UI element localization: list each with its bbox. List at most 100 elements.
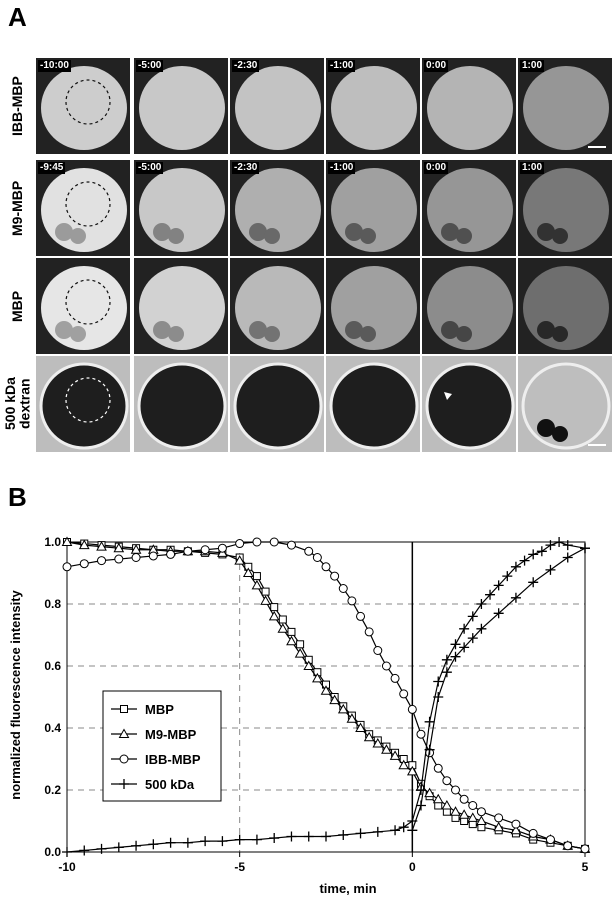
micrograph-tile: -5:00 — [134, 160, 228, 256]
plus-marker — [485, 589, 496, 600]
circle-marker — [563, 841, 573, 851]
micrograph-tile: -10:00 — [36, 58, 130, 154]
plus-marker — [415, 785, 426, 795]
triangle-marker — [363, 731, 375, 742]
triangle-marker — [346, 713, 358, 723]
micrograph-tile — [422, 356, 516, 452]
legend-label: 500 kDa — [145, 777, 195, 792]
circle-marker — [356, 611, 366, 621]
circle-marker — [183, 546, 193, 556]
timestamp-label: 1:00 — [520, 60, 545, 72]
plus-marker — [415, 800, 426, 811]
triangle-marker — [268, 610, 280, 621]
triangle-marker — [493, 821, 505, 832]
plus-marker — [424, 744, 435, 755]
triangle-marker — [441, 799, 453, 810]
square-marker — [296, 640, 305, 649]
circle-marker — [269, 537, 279, 547]
circle-marker — [304, 546, 314, 556]
plus-marker — [62, 847, 72, 857]
y-tick-label: 0.4 — [44, 721, 61, 735]
micrograph-tile — [36, 356, 130, 452]
series-line — [411, 547, 586, 831]
square-marker — [287, 627, 296, 636]
plus-marker — [476, 599, 487, 609]
plus-marker — [303, 831, 314, 842]
circle-marker — [97, 556, 107, 566]
plus-marker — [398, 822, 409, 833]
legend-label: M9-MBP — [145, 727, 197, 742]
timestamp-label: -1:00 — [328, 60, 356, 72]
plus-marker — [580, 543, 590, 554]
triangle-marker — [96, 541, 107, 551]
micrograph-tile: 0:00 — [422, 58, 516, 154]
circle-marker — [217, 543, 227, 553]
micrograph-tile: -9:45 — [36, 160, 130, 256]
triangle-marker — [406, 765, 418, 776]
micrograph-tile: 0:00 — [422, 160, 516, 256]
triangle-marker — [294, 648, 306, 658]
plus-marker — [96, 843, 107, 854]
circle-marker — [312, 553, 322, 562]
plus-marker — [476, 623, 487, 634]
circle-marker — [131, 553, 141, 562]
circle-marker — [451, 785, 460, 795]
square-marker — [252, 572, 261, 581]
plus-marker — [502, 571, 513, 582]
triangle-marker — [113, 542, 125, 553]
circle-marker — [476, 807, 486, 817]
plus-marker — [355, 828, 366, 839]
timestamp-label: -2:30 — [232, 60, 260, 72]
x-tick-label: 5 — [582, 860, 589, 874]
plus-marker — [450, 651, 461, 662]
plus-marker — [113, 842, 124, 853]
triangle-marker — [432, 793, 444, 804]
circle-marker — [166, 549, 176, 559]
timestamp-label: 0:00 — [424, 60, 449, 72]
plus-marker — [119, 779, 129, 789]
plus-marker — [562, 552, 573, 563]
row-label: IBB-MBP — [9, 76, 25, 136]
triangle-marker — [381, 744, 392, 754]
micrograph-tile: -1:00 — [326, 58, 420, 154]
chart-legend: MBP M9-MBP IBB-MBP 500 kDa — [102, 690, 222, 802]
triangle-marker — [277, 623, 289, 633]
micrograph-tile: -2:30 — [230, 58, 324, 154]
plot-frame — [66, 541, 586, 853]
legend-label: MBP — [145, 702, 174, 717]
plus-marker — [545, 564, 556, 575]
circle-marker — [381, 661, 391, 671]
micrograph-tile — [230, 258, 324, 354]
chart-series — [61, 536, 591, 857]
square-marker — [120, 705, 128, 713]
plus-marker — [433, 676, 444, 687]
triangle-marker — [424, 787, 435, 798]
triangle-marker — [312, 672, 323, 683]
plus-marker — [131, 840, 142, 851]
triangle-marker — [286, 635, 297, 646]
square-marker — [261, 587, 270, 596]
plus-marker — [424, 716, 435, 727]
plus-marker — [554, 537, 565, 547]
plus-marker — [510, 592, 521, 603]
square-marker — [270, 603, 279, 612]
plus-marker — [234, 834, 245, 845]
circle-marker — [511, 819, 521, 829]
plus-marker — [407, 825, 418, 836]
circle-marker — [79, 559, 89, 569]
plus-marker — [79, 845, 90, 856]
triangle-marker — [337, 703, 349, 714]
plus-marker — [390, 825, 401, 836]
plus-marker — [467, 611, 478, 622]
plus-marker — [200, 836, 211, 847]
plus-marker — [528, 577, 539, 588]
timestamp-label: 1:00 — [520, 162, 545, 174]
timestamp-label: -9:45 — [38, 162, 66, 174]
y-axis-label: normalized fluorescence intensity — [8, 589, 23, 799]
plus-marker — [493, 580, 504, 591]
plus-marker — [165, 837, 176, 848]
circle-marker — [338, 584, 348, 593]
y-tick-label: 1.0 — [44, 535, 61, 549]
circle-marker — [330, 571, 340, 581]
circle-marker — [119, 754, 129, 764]
